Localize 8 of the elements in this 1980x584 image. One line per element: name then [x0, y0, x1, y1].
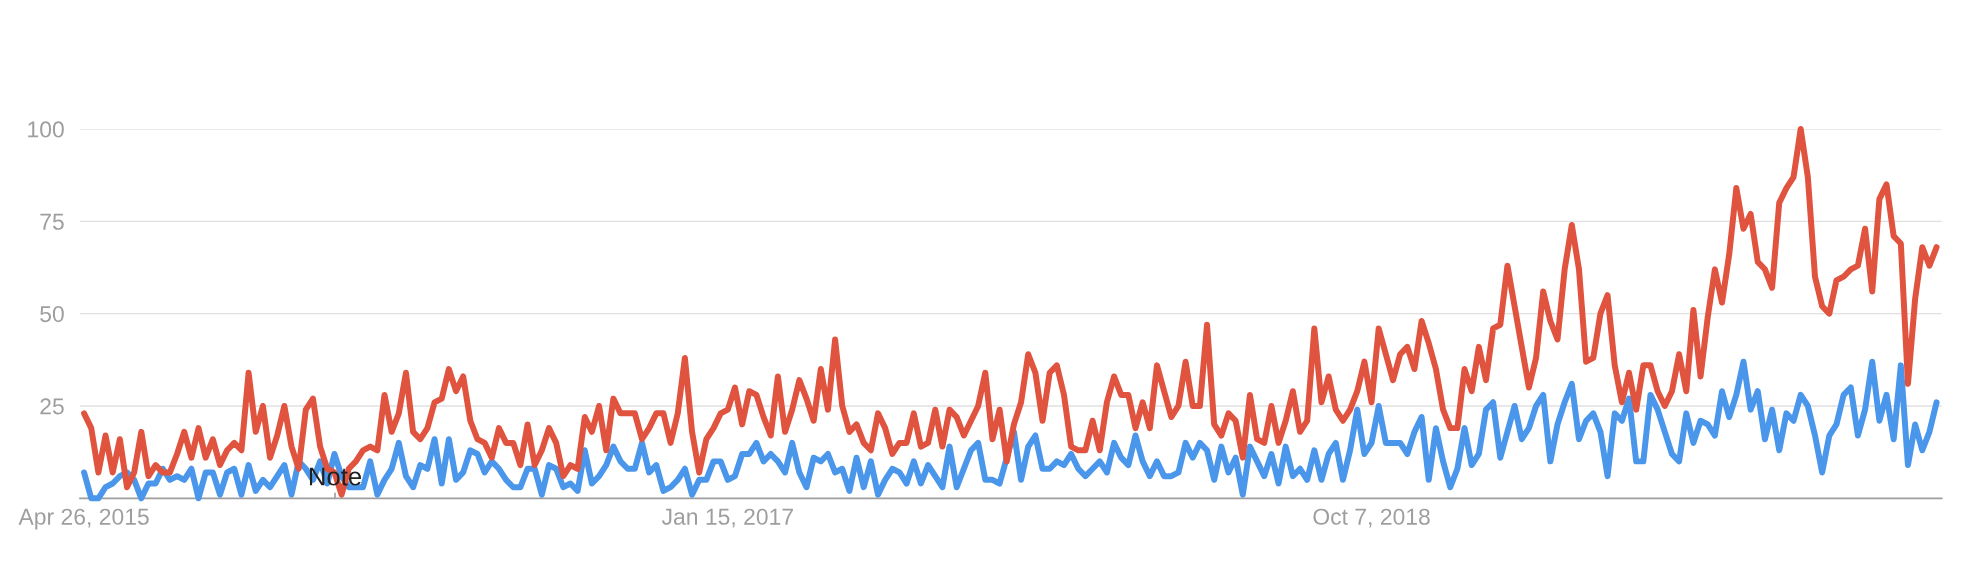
annotation: Note [309, 467, 361, 486]
y-tick-label: 75 [40, 213, 64, 230]
y-tick-label: 25 [40, 398, 64, 415]
x-tick-label: Jan 15, 2017 [661, 508, 793, 528]
y-tick-label: 100 [28, 121, 64, 138]
x-tick-label: Oct 7, 2018 [1313, 508, 1430, 528]
x-tick-label: Apr 26, 2015 [18, 508, 149, 530]
y-tick-label: 50 [40, 305, 64, 323]
